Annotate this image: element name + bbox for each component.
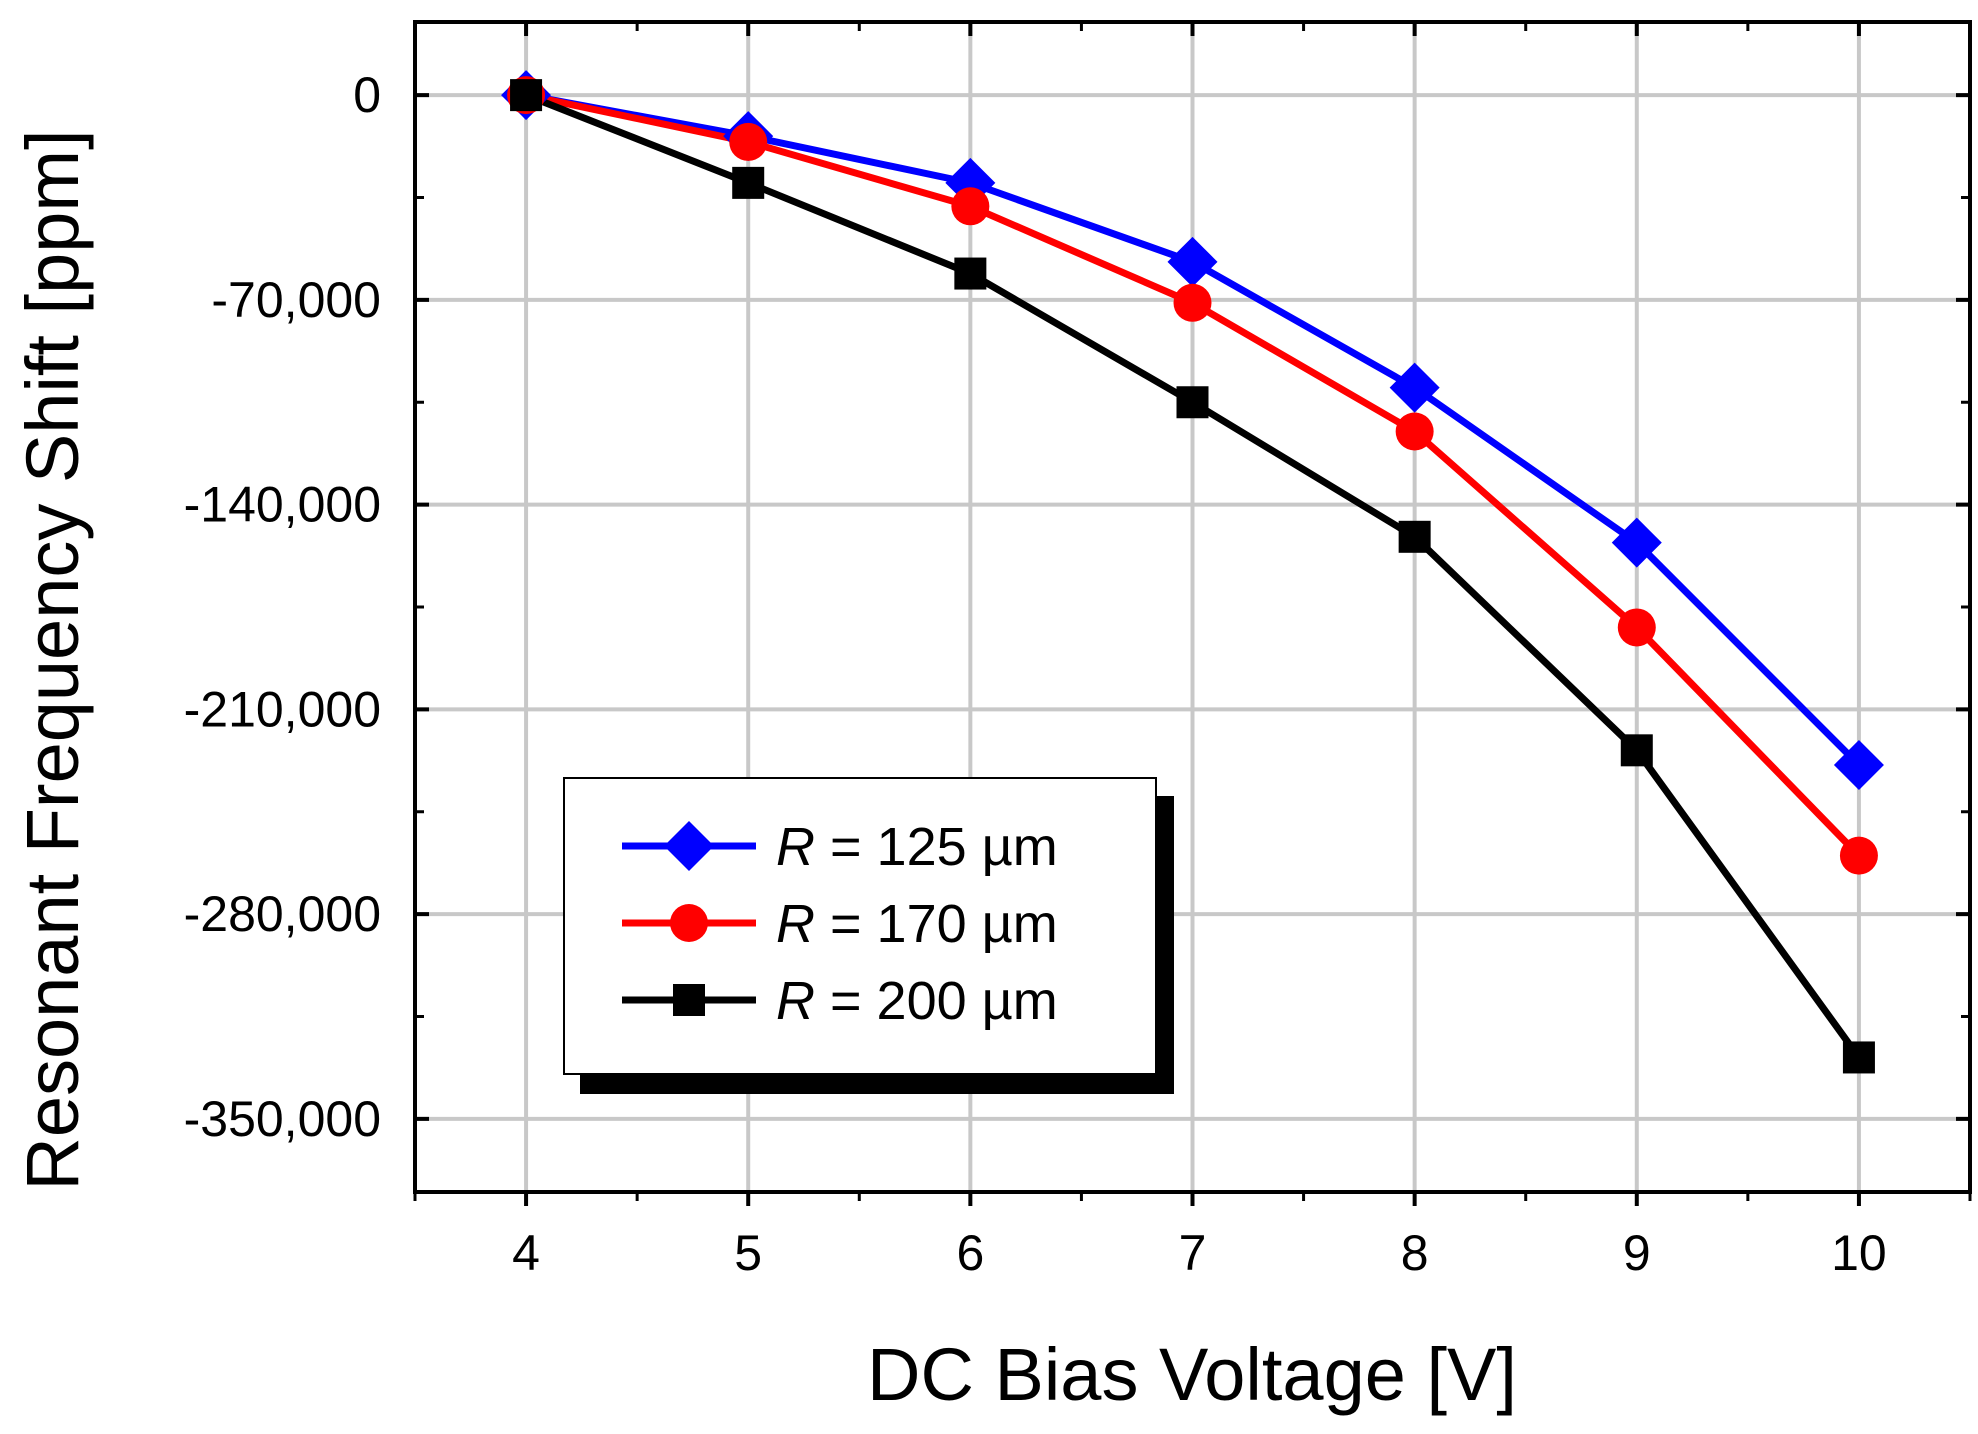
data-point <box>729 122 768 161</box>
legend-marker <box>670 904 708 942</box>
legend-marker <box>673 984 705 1016</box>
legend-marker <box>664 821 714 871</box>
legend-box <box>563 777 1157 1075</box>
legend-label-symbol: R <box>776 894 815 954</box>
legend-label: R = 170 µm <box>776 894 1058 954</box>
y-tick-labels: 0 -70,000 -140,000 -210,000 -280,000 -350,000 <box>184 67 381 1147</box>
legend-label: R = 200 µm <box>776 971 1058 1031</box>
series-markers-1 <box>507 76 1878 875</box>
legend-label-value: = 125 µm <box>815 817 1058 877</box>
data-point <box>1833 739 1884 790</box>
data-point <box>1839 836 1878 875</box>
data-point <box>1611 517 1662 568</box>
x-tick-labels: 4 5 6 7 8 9 10 <box>512 1225 1887 1281</box>
series-markers-2 <box>510 79 1875 1074</box>
data-point <box>1395 412 1434 451</box>
axis-ticks <box>413 22 1972 1206</box>
data-point <box>1167 236 1218 287</box>
x-tick-label: 5 <box>734 1225 762 1281</box>
y-tick-label: -280,000 <box>184 886 381 942</box>
y-tick-label: -350,000 <box>184 1091 381 1147</box>
legend-label-value: = 200 µm <box>815 971 1058 1031</box>
legend-label-symbol: R <box>776 971 815 1031</box>
data-point <box>510 79 543 112</box>
legend-entry: R = 170 µm <box>622 894 1058 954</box>
y-axis-title: Resonant Frequency Shift [ppm] <box>11 129 94 1190</box>
y-tick-label: 0 <box>353 67 381 123</box>
legend-label: R = 125 µm <box>776 817 1058 877</box>
data-point <box>732 166 765 199</box>
x-tick-label: 6 <box>956 1225 984 1281</box>
y-tick-label: -70,000 <box>211 272 381 328</box>
data-point <box>1842 1041 1875 1074</box>
x-tick-label: 9 <box>1623 1225 1651 1281</box>
x-tick-label: 7 <box>1179 1225 1207 1281</box>
data-point <box>954 257 987 290</box>
data-point <box>1176 386 1209 419</box>
legend-label-symbol: R <box>776 817 815 877</box>
data-point <box>1389 362 1440 413</box>
x-tick-label: 8 <box>1401 1225 1429 1281</box>
y-tick-label: -140,000 <box>184 477 381 533</box>
legend-entry: R = 200 µm <box>622 971 1058 1031</box>
x-tick-label: 4 <box>512 1225 540 1281</box>
legend-label-value: = 170 µm <box>815 894 1058 954</box>
legend-entry: R = 125 µm <box>622 817 1058 877</box>
data-point <box>951 187 990 226</box>
x-axis-title: DC Bias Voltage [V] <box>867 1333 1517 1416</box>
x-tick-label: 10 <box>1831 1225 1887 1281</box>
y-tick-label: -210,000 <box>184 681 381 737</box>
data-point <box>1398 520 1431 553</box>
data-point <box>1173 283 1212 322</box>
legend: R = 125 µmR = 170 µmR = 200 µm <box>563 777 1174 1094</box>
data-point <box>1620 734 1653 767</box>
series-layer <box>501 70 1884 1074</box>
data-point <box>1617 608 1656 647</box>
legend-items: R = 125 µmR = 170 µmR = 200 µm <box>622 817 1058 1031</box>
